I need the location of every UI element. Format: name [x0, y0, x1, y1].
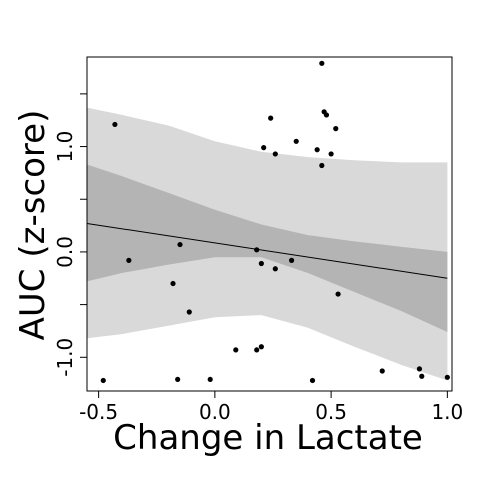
data-point: [175, 376, 181, 383]
data-point: [126, 257, 132, 263]
x-axis-label: Change in Lactate: [113, 418, 423, 458]
data-point: [268, 115, 274, 121]
y-tick-label: 0.0: [53, 236, 77, 268]
regression-line-layer: [86, 222, 448, 279]
data-point: [233, 347, 239, 353]
data-point: [112, 121, 118, 128]
data-points: [100, 60, 450, 384]
data-point: [309, 377, 316, 384]
data-point: [272, 151, 278, 157]
data-point: [328, 151, 334, 157]
x-tick-label: -0.5: [79, 400, 118, 424]
data-point: [335, 291, 341, 297]
data-point: [379, 368, 385, 374]
data-point: [319, 162, 325, 169]
data-point: [323, 112, 330, 118]
data-point: [207, 376, 213, 383]
data-point: [177, 241, 183, 248]
data-point: [261, 145, 267, 151]
y-tick-label: 1.0: [53, 131, 77, 163]
data-point: [416, 366, 423, 372]
y-tick-label: -1.0: [53, 338, 77, 377]
data-point: [100, 377, 106, 384]
data-point: [293, 138, 299, 144]
x-axis: -0.5 0.0 0.5 1.0: [79, 391, 463, 424]
confidence-bands: [87, 107, 448, 381]
x-tick-label: 1.0: [431, 400, 463, 424]
data-point: [272, 266, 278, 272]
data-point: [319, 60, 325, 66]
x-tick-label: 0.0: [199, 400, 231, 424]
data-point: [170, 280, 176, 287]
data-point: [419, 373, 425, 379]
plot-frame: [86, 56, 453, 392]
data-point: [258, 344, 264, 350]
data-point: [254, 247, 260, 253]
data-point: [314, 147, 320, 153]
x-tick-label: 0.5: [315, 400, 347, 424]
data-point: [333, 126, 339, 132]
y-axis-label: AUC (z-score): [13, 110, 53, 341]
data-point: [288, 257, 295, 263]
data-point: [258, 260, 264, 267]
regression-line: [86, 222, 448, 279]
data-point: [186, 309, 192, 315]
inner-confidence-band: [87, 164, 448, 332]
y-axis: -1.0 0.0 1.0: [53, 93, 87, 377]
data-point: [254, 347, 260, 353]
data-point: [444, 374, 450, 380]
